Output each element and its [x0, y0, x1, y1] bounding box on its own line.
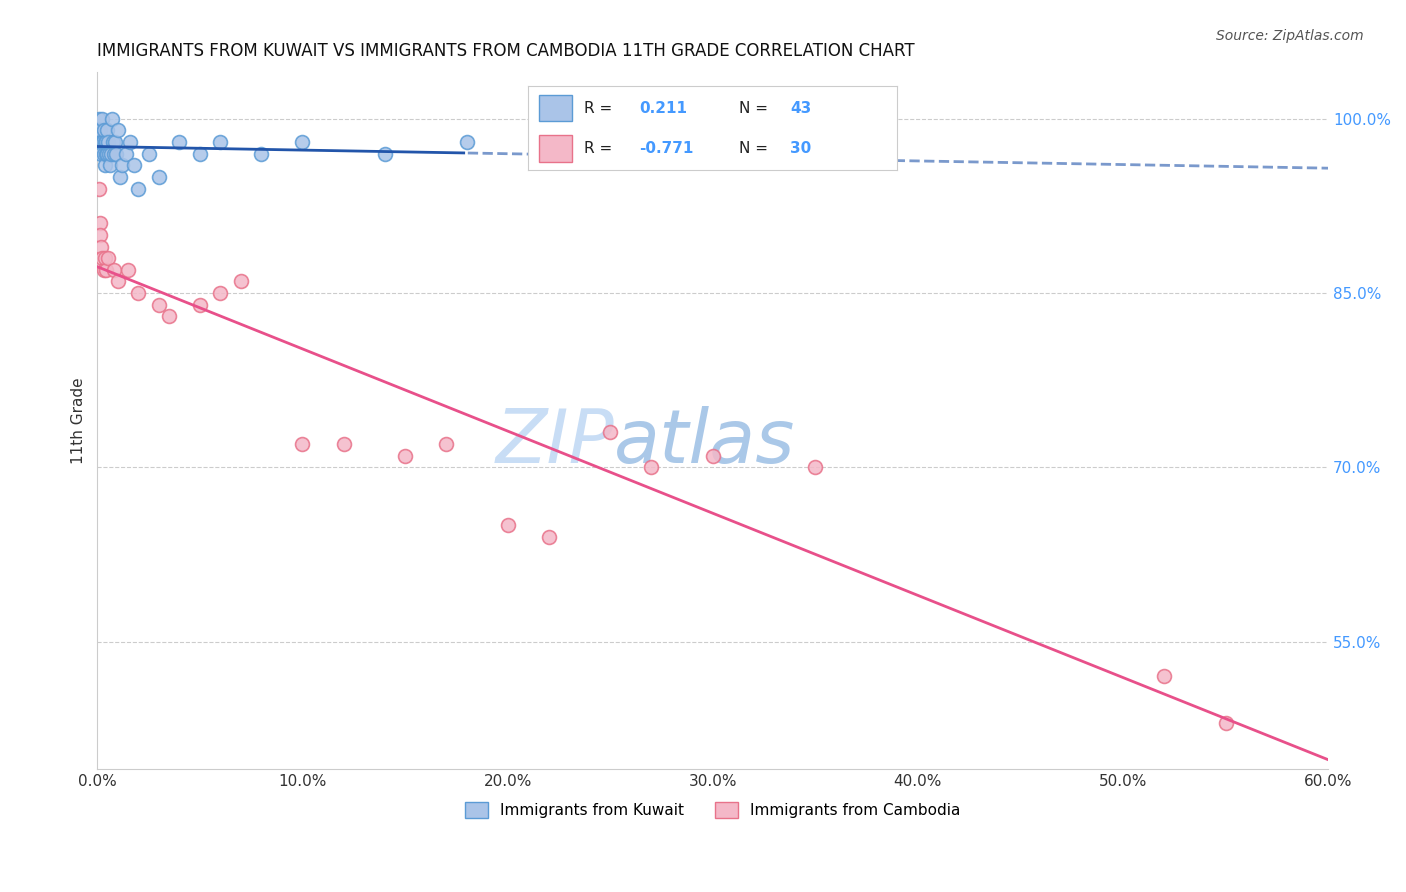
Point [107, 275, 129, 289]
Point [107, 123, 129, 137]
Point [97, 252, 120, 266]
Point [91, 112, 114, 126]
Point [94, 146, 117, 161]
Point [434, 437, 457, 451]
Y-axis label: 11th Grade: 11th Grade [72, 377, 86, 464]
Point [394, 449, 416, 463]
Point [89, 216, 111, 230]
Point [94, 158, 117, 172]
Point [93, 252, 115, 266]
Point [291, 135, 314, 149]
Point [91, 252, 114, 266]
Point [89, 123, 111, 137]
Point [117, 263, 139, 277]
Point [100, 112, 122, 126]
Point [456, 135, 478, 149]
Point [97, 135, 120, 149]
Point [537, 530, 560, 544]
Point [90, 135, 112, 149]
Point [702, 449, 724, 463]
Point [96, 123, 118, 137]
Point [138, 146, 160, 161]
Point [93, 123, 115, 137]
Point [209, 135, 232, 149]
Point [97, 146, 120, 161]
Point [108, 169, 131, 184]
Point [91, 135, 114, 149]
Point [111, 158, 134, 172]
Point [90, 135, 112, 149]
Point [104, 135, 127, 149]
Point [229, 275, 252, 289]
Text: atlas: atlas [614, 406, 796, 478]
Point [157, 310, 180, 324]
Point [93, 135, 115, 149]
Text: Source: ZipAtlas.com: Source: ZipAtlas.com [1216, 29, 1364, 43]
Point [120, 135, 142, 149]
Point [188, 298, 211, 312]
Point [148, 298, 170, 312]
Point [1215, 715, 1237, 730]
Point [496, 518, 519, 533]
Point [94, 135, 117, 149]
Point [804, 460, 827, 475]
Point [169, 135, 191, 149]
Point [94, 263, 117, 277]
Point [103, 146, 125, 161]
Point [89, 123, 111, 137]
Point [127, 286, 149, 301]
Point [96, 146, 118, 161]
Point [332, 437, 354, 451]
Point [87, 123, 110, 137]
Point [640, 460, 662, 475]
Point [100, 146, 122, 161]
Point [115, 146, 138, 161]
Point [104, 146, 127, 161]
Point [1153, 669, 1175, 683]
Text: IMMIGRANTS FROM KUWAIT VS IMMIGRANTS FROM CAMBODIA 11TH GRADE CORRELATION CHART: IMMIGRANTS FROM KUWAIT VS IMMIGRANTS FRO… [97, 42, 915, 60]
Point [127, 181, 149, 195]
Point [93, 146, 115, 161]
Text: ZIP: ZIP [495, 406, 614, 478]
Legend: Immigrants from Kuwait, Immigrants from Cambodia: Immigrants from Kuwait, Immigrants from … [458, 797, 966, 824]
Point [93, 263, 115, 277]
Point [89, 135, 111, 149]
Point [250, 146, 273, 161]
Point [209, 286, 232, 301]
Point [87, 181, 110, 195]
Point [101, 135, 124, 149]
Point [148, 169, 170, 184]
Point [373, 146, 395, 161]
Point [124, 158, 146, 172]
Point [90, 240, 112, 254]
Point [87, 112, 110, 126]
Point [98, 158, 121, 172]
Point [103, 263, 125, 277]
Point [291, 437, 314, 451]
Point [90, 146, 112, 161]
Point [599, 425, 621, 440]
Point [89, 227, 111, 242]
Point [188, 146, 211, 161]
